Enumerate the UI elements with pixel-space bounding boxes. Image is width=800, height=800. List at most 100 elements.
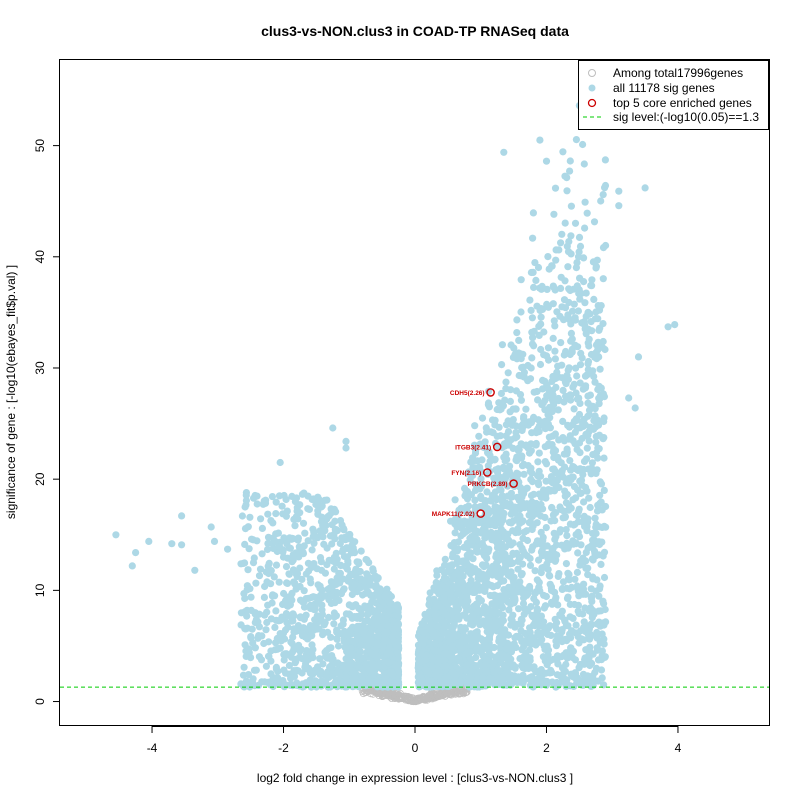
- sig-gene-point: [551, 347, 559, 355]
- sig-gene-point: [502, 378, 510, 386]
- sig-gene-point: [437, 587, 445, 596]
- sig-gene-point: [551, 322, 559, 330]
- sig-gene-point: [563, 448, 571, 456]
- sig-gene-point: [338, 521, 346, 529]
- sig-gene-point: [580, 278, 588, 286]
- sig-gene-point: [427, 677, 435, 685]
- sig-gene-point: [565, 298, 573, 307]
- sig-gene-point: [497, 592, 505, 600]
- sig-gene-point: [348, 542, 356, 550]
- sig-gene-point: [338, 682, 346, 690]
- sig-gene-point: [494, 468, 502, 477]
- sig-gene-point: [466, 570, 475, 578]
- sig-gene-point: [593, 628, 601, 637]
- sig-gene-point: [307, 593, 316, 602]
- sig-gene-point: [339, 620, 347, 628]
- sig-gene-point: [336, 569, 344, 578]
- sig-gene-point: [237, 609, 245, 617]
- sig-gene-point: [602, 523, 610, 531]
- sig-gene-point: [432, 603, 440, 611]
- sig-gene-point: [519, 547, 527, 555]
- sig-gene-point: [558, 584, 567, 593]
- sig-gene-point: [532, 667, 540, 675]
- sig-gene-point: [465, 562, 473, 570]
- sig-gene-point: [532, 429, 540, 437]
- sig-gene-point: [272, 561, 281, 569]
- sig-gene-point: [536, 679, 544, 687]
- sig-gene-point: [497, 655, 505, 663]
- legend-entry-total: Among total17996genes: [613, 66, 743, 80]
- sig-gene-point: [333, 635, 341, 643]
- sig-gene-point: [348, 548, 356, 557]
- sig-gene-point: [435, 636, 443, 644]
- sig-gene-point: [571, 316, 580, 324]
- sig-gene-point: [357, 547, 365, 555]
- sig-gene-point: [597, 560, 605, 569]
- sig-gene-point: [514, 565, 522, 573]
- sig-gene-point: [267, 670, 275, 678]
- sig-gene-point: [301, 529, 309, 537]
- sig-gene-point: [555, 570, 563, 578]
- sig-gene-point: [299, 624, 308, 632]
- sig-gene-point: [487, 627, 495, 636]
- sig-gene-point: [458, 599, 466, 607]
- sig-gene-point: [545, 356, 553, 364]
- sig-gene-point: [528, 314, 537, 322]
- sig-gene-point: [535, 556, 543, 564]
- sig-gene-point: [319, 660, 327, 668]
- sig-gene-point: [499, 680, 507, 688]
- sig-gene-point: [521, 418, 529, 426]
- sig-gene-point: [515, 336, 523, 344]
- gene-point: [401, 694, 409, 703]
- sig-gene-point: [582, 564, 590, 572]
- sig-gene-point: [498, 341, 506, 349]
- sig-gene-point: [496, 406, 504, 414]
- sig-gene-point: [246, 513, 254, 521]
- sig-gene-point: [334, 668, 342, 676]
- sig-gene-point: [318, 601, 326, 609]
- sig-gene-point: [546, 580, 554, 588]
- sig-gene-point: [563, 187, 571, 195]
- sig-gene-point: [434, 622, 442, 630]
- sig-gene-point: [634, 353, 643, 361]
- sig-gene-point: [422, 665, 430, 674]
- sig-gene-point: [306, 601, 315, 609]
- sig-gene-point: [283, 601, 291, 610]
- sig-gene-point: [353, 632, 361, 640]
- sig-gene-point: [584, 339, 592, 347]
- sig-gene-point: [545, 433, 554, 441]
- sig-gene-point: [664, 323, 672, 331]
- sig-gene-point: [295, 682, 304, 690]
- sig-gene-point: [328, 508, 336, 517]
- sig-gene-point: [579, 585, 588, 593]
- core-gene-marker: [492, 442, 502, 452]
- sig-gene-point: [564, 544, 572, 552]
- sig-gene-point: [316, 670, 324, 679]
- sig-gene-point: [361, 617, 369, 625]
- sig-gene-point: [520, 642, 528, 650]
- sig-gene-point: [601, 345, 609, 354]
- sig-gene-point: [268, 599, 276, 607]
- sig-gene-point: [191, 566, 199, 574]
- sig-gene-point: [255, 610, 263, 618]
- sig-gene-point: [509, 611, 517, 619]
- sig-gene-point: [566, 613, 574, 621]
- sig-gene-point: [551, 430, 560, 438]
- sig-gene-point: [276, 630, 284, 638]
- sig-gene-point: [224, 545, 232, 553]
- sig-gene-point: [541, 513, 549, 522]
- sig-gene-point: [593, 646, 601, 654]
- sig-gene-point: [276, 644, 284, 652]
- sig-gene-point: [283, 579, 292, 588]
- sig-gene-point: [536, 136, 544, 144]
- sig-gene-point: [443, 611, 451, 619]
- sig-gene-point: [258, 678, 266, 686]
- sig-gene-point: [631, 404, 639, 412]
- sig-gene-point: [512, 643, 520, 652]
- sig-gene-point: [590, 547, 599, 555]
- sig-gene-point: [238, 512, 246, 520]
- sig-gene-point: [509, 405, 517, 413]
- sig-gene-point: [207, 523, 215, 531]
- sig-gene-point: [492, 599, 500, 607]
- sig-gene-point: [539, 653, 548, 661]
